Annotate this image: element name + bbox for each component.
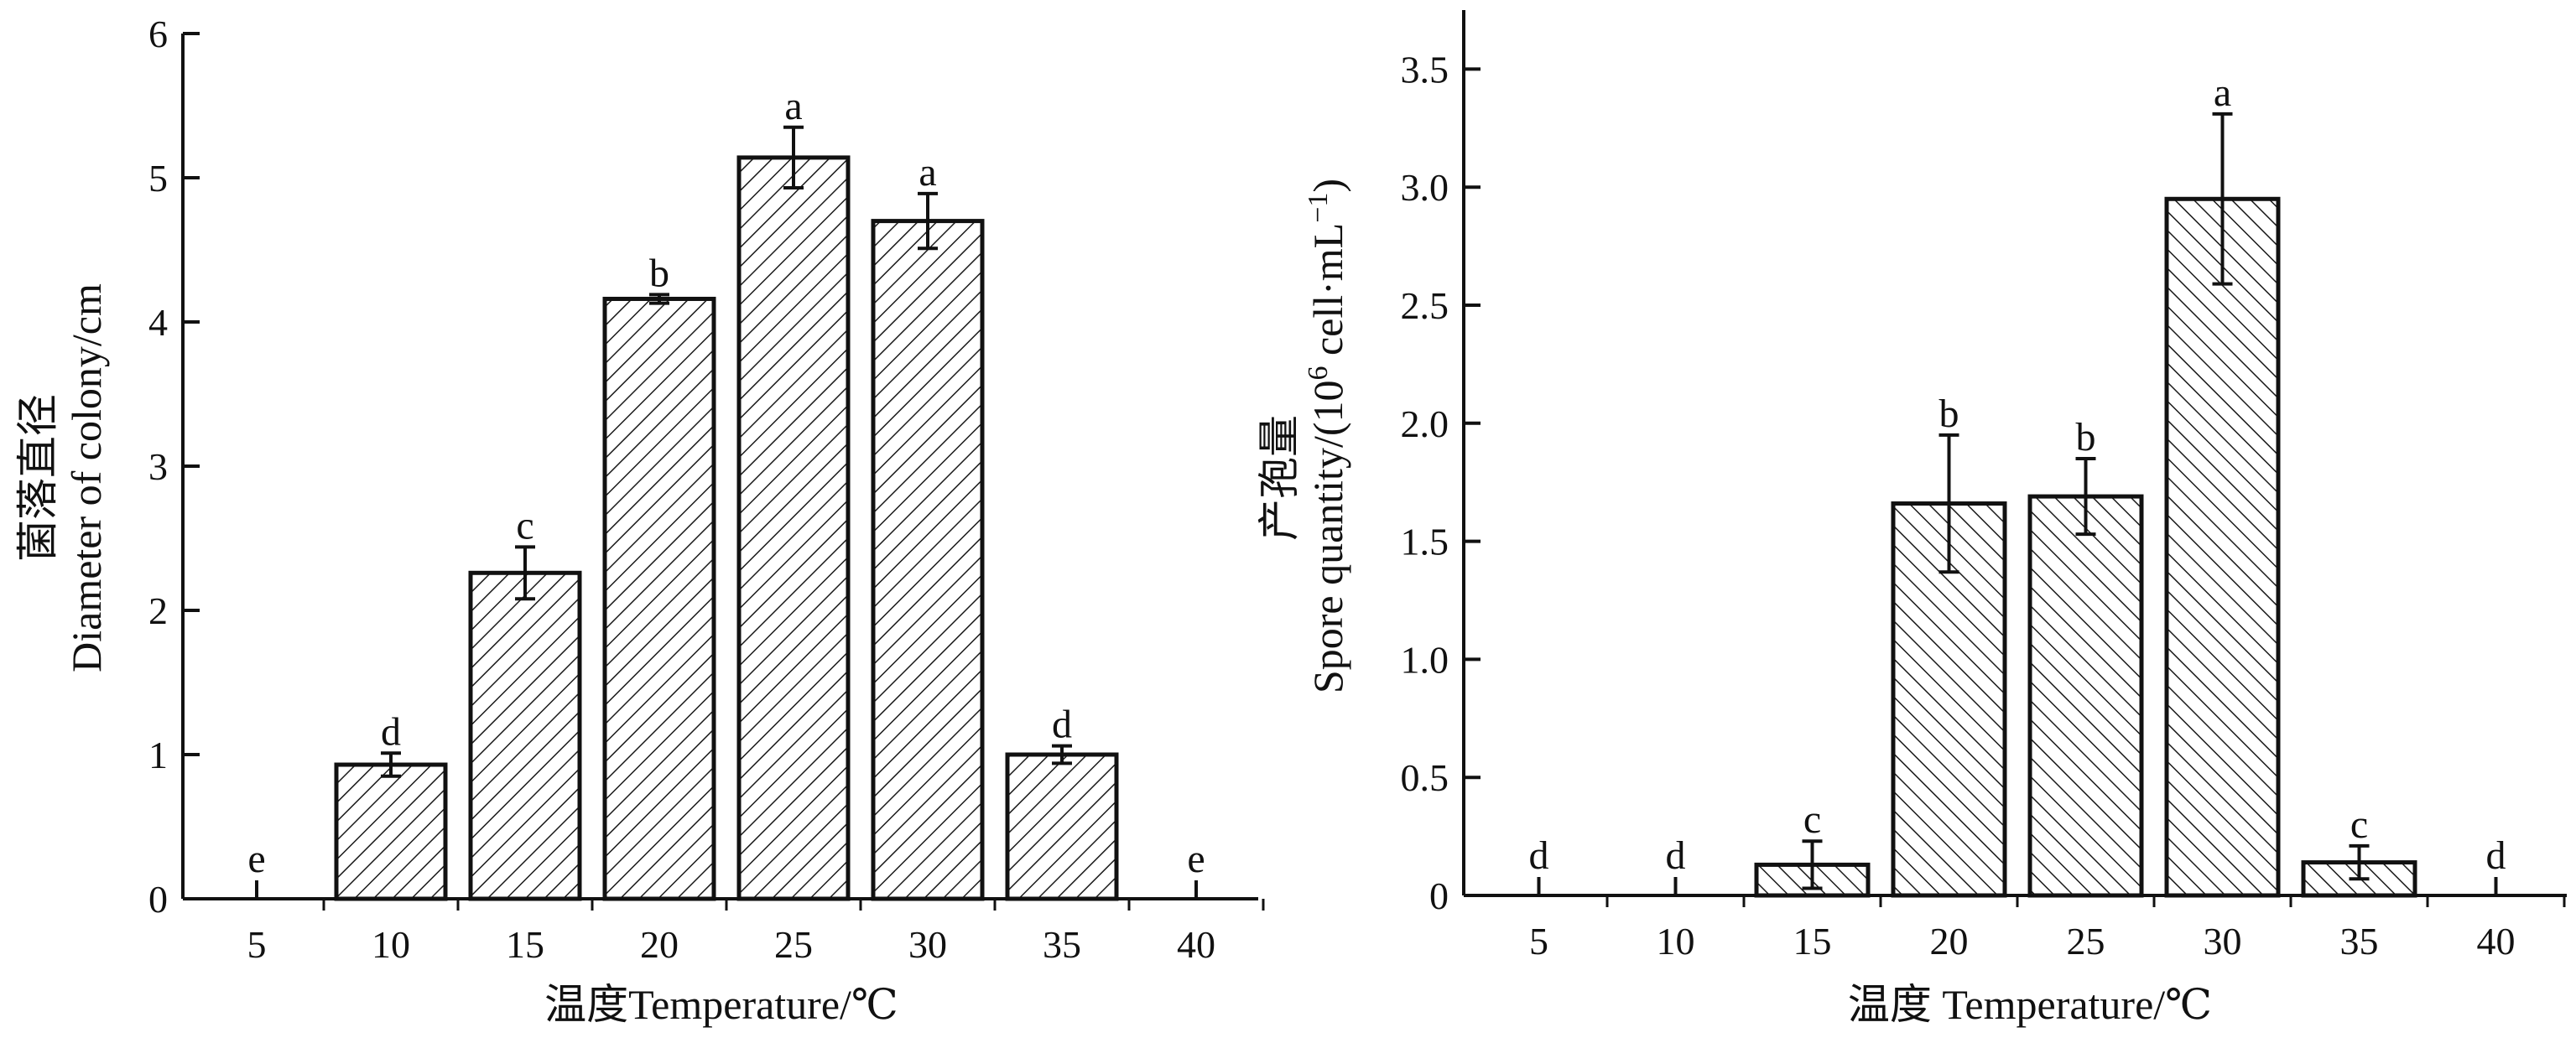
left-significance-letter: e <box>247 837 265 881</box>
right-y-tick-label: 1.0 <box>1401 638 1449 681</box>
right-significance-letter: c <box>1803 797 1821 842</box>
left-x-tick-label: 30 <box>908 923 947 966</box>
left-x-tick-label: 5 <box>247 923 267 966</box>
left-y-axis-title-cn: 菌落直径 <box>14 394 61 562</box>
colony-diameter-chart: e d c b a a d e 0 1 2 3 4 5 6 5 10 15 20 25 30 35 40 温度Tempe… <box>14 13 1265 1028</box>
right-x-tick-label: 40 <box>2477 920 2516 963</box>
right-y-axis: 0 0.5 1.0 1.5 2.0 2.5 3.0 3.5 <box>1401 10 1481 917</box>
right-significance-letter: d <box>2486 833 2506 878</box>
right-y-title-sup2: −1 <box>1303 193 1334 223</box>
right-significance-letter: a <box>2214 70 2231 115</box>
left-significance-letter: d <box>381 709 401 754</box>
right-x-axis-title: 温度 Temperature/℃ <box>1848 981 2212 1028</box>
left-bar <box>468 570 582 901</box>
left-y-tick-label: 3 <box>148 445 168 488</box>
left-y-tick-label: 0 <box>148 878 168 921</box>
left-y-tick-label: 5 <box>148 157 168 200</box>
left-bar <box>871 219 985 901</box>
right-significance-letter: d <box>1666 833 1686 878</box>
left-significance-letter: d <box>1052 703 1072 747</box>
right-x-tick-label: 25 <box>2067 920 2105 963</box>
left-significance-letter: e <box>1187 837 1205 881</box>
left-x-axis: 5 10 15 20 25 30 35 40 <box>183 897 1265 966</box>
right-significance-letter: c <box>2350 802 2368 847</box>
left-y-tick-label: 2 <box>148 589 168 632</box>
right-x-tick-label: 5 <box>1529 920 1548 963</box>
right-bar <box>2027 494 2144 898</box>
right-y-axis-title-en: Spore quantity/(106 cell·mL−1) <box>1303 179 1351 693</box>
left-y-axis: 0 1 2 3 4 5 6 <box>148 13 200 921</box>
right-x-tick-label: 35 <box>2340 920 2379 963</box>
left-x-axis-title: 温度Temperature/℃ <box>544 981 898 1028</box>
left-bar <box>1005 752 1119 901</box>
left-y-tick-label: 1 <box>148 734 168 776</box>
left-significance-letter: b <box>649 251 669 295</box>
left-x-tick-label: 25 <box>774 923 813 966</box>
spore-quantity-chart: d d c b b a c d 0 0.5 1.0 1.5 2.0 2.5 3.0 3.5 5 10 15 20 2… <box>1256 10 2567 1028</box>
right-significance-letter: d <box>1529 833 1549 878</box>
left-x-tick-label: 40 <box>1177 923 1215 966</box>
left-x-tick-label: 35 <box>1043 923 1081 966</box>
left-y-axis-title: 菌落直径 Diameter of colony/cm <box>14 283 110 672</box>
left-significance-letter: c <box>516 503 533 547</box>
right-bars-layer: d d c b b a c d <box>1529 70 2506 898</box>
left-x-tick-label: 20 <box>640 923 679 966</box>
left-y-axis-title-en: Diameter of colony/cm <box>63 283 110 672</box>
right-y-tick-label: 3.0 <box>1401 166 1449 209</box>
right-x-axis: 5 10 15 20 25 30 35 40 <box>1464 894 2567 963</box>
left-bar <box>736 155 851 901</box>
left-x-tick-label: 15 <box>506 923 544 966</box>
right-y-tick-label: 2.0 <box>1401 402 1449 445</box>
left-y-tick-label: 6 <box>148 13 168 55</box>
right-significance-letter: b <box>1939 392 1959 436</box>
left-significance-letter: a <box>784 84 802 128</box>
right-y-title-part1: Spore quantity/(10 <box>1304 381 1351 694</box>
left-bar <box>334 762 448 901</box>
right-y-tick-label: 3.5 <box>1401 48 1449 91</box>
right-y-axis-title-cn: 产孢量 <box>1256 415 1303 541</box>
right-y-title-sup1: 6 <box>1303 366 1334 381</box>
right-x-tick-label: 15 <box>1793 920 1832 963</box>
left-y-tick-label: 4 <box>148 301 168 344</box>
right-y-tick-label: 1.5 <box>1401 521 1449 563</box>
right-y-tick-label: 0.5 <box>1401 756 1449 799</box>
right-y-tick-label: 0 <box>1429 874 1449 917</box>
right-bar <box>2164 196 2281 898</box>
right-x-tick-label: 30 <box>2204 920 2242 963</box>
left-bar <box>602 296 716 901</box>
right-significance-letter: b <box>2076 415 2096 459</box>
right-x-tick-label: 20 <box>1930 920 1969 963</box>
right-y-tick-label: 2.5 <box>1401 284 1449 327</box>
left-bars-layer: e d c b a a d e <box>247 84 1205 901</box>
left-x-tick-label: 10 <box>372 923 410 966</box>
left-significance-letter: a <box>919 150 936 195</box>
right-x-tick-label: 10 <box>1657 920 1695 963</box>
right-y-title-part3: ) <box>1304 179 1351 193</box>
right-y-title-part2: cell·mL <box>1304 223 1351 366</box>
